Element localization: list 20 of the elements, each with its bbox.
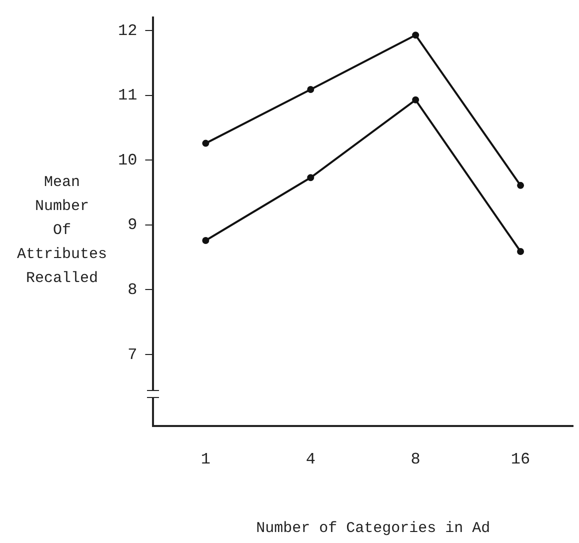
x-tick-label: 16 [510, 450, 530, 469]
x-tick-label: 8 [410, 450, 420, 469]
y-tick-label: 10 [118, 151, 138, 170]
point [307, 86, 314, 94]
y-tick-label: 11 [118, 86, 138, 105]
x-tick-label: 4 [306, 450, 316, 469]
y-tick-label: 12 [118, 22, 138, 40]
point [307, 174, 314, 182]
y-tick-label: 7 [128, 346, 138, 364]
point [202, 140, 210, 147]
x-axis-title: Number of Categories in Ad [256, 520, 490, 537]
point [412, 32, 420, 39]
x-tick-label: 1 [200, 450, 210, 469]
point [202, 236, 210, 244]
point [517, 248, 524, 256]
point [517, 182, 524, 189]
y-tick-label: 8 [128, 280, 138, 299]
point [412, 96, 420, 104]
y-axis-title: Mean Number Of Attributes Recalled [16, 174, 108, 287]
y-tick-label: 9 [128, 216, 138, 234]
